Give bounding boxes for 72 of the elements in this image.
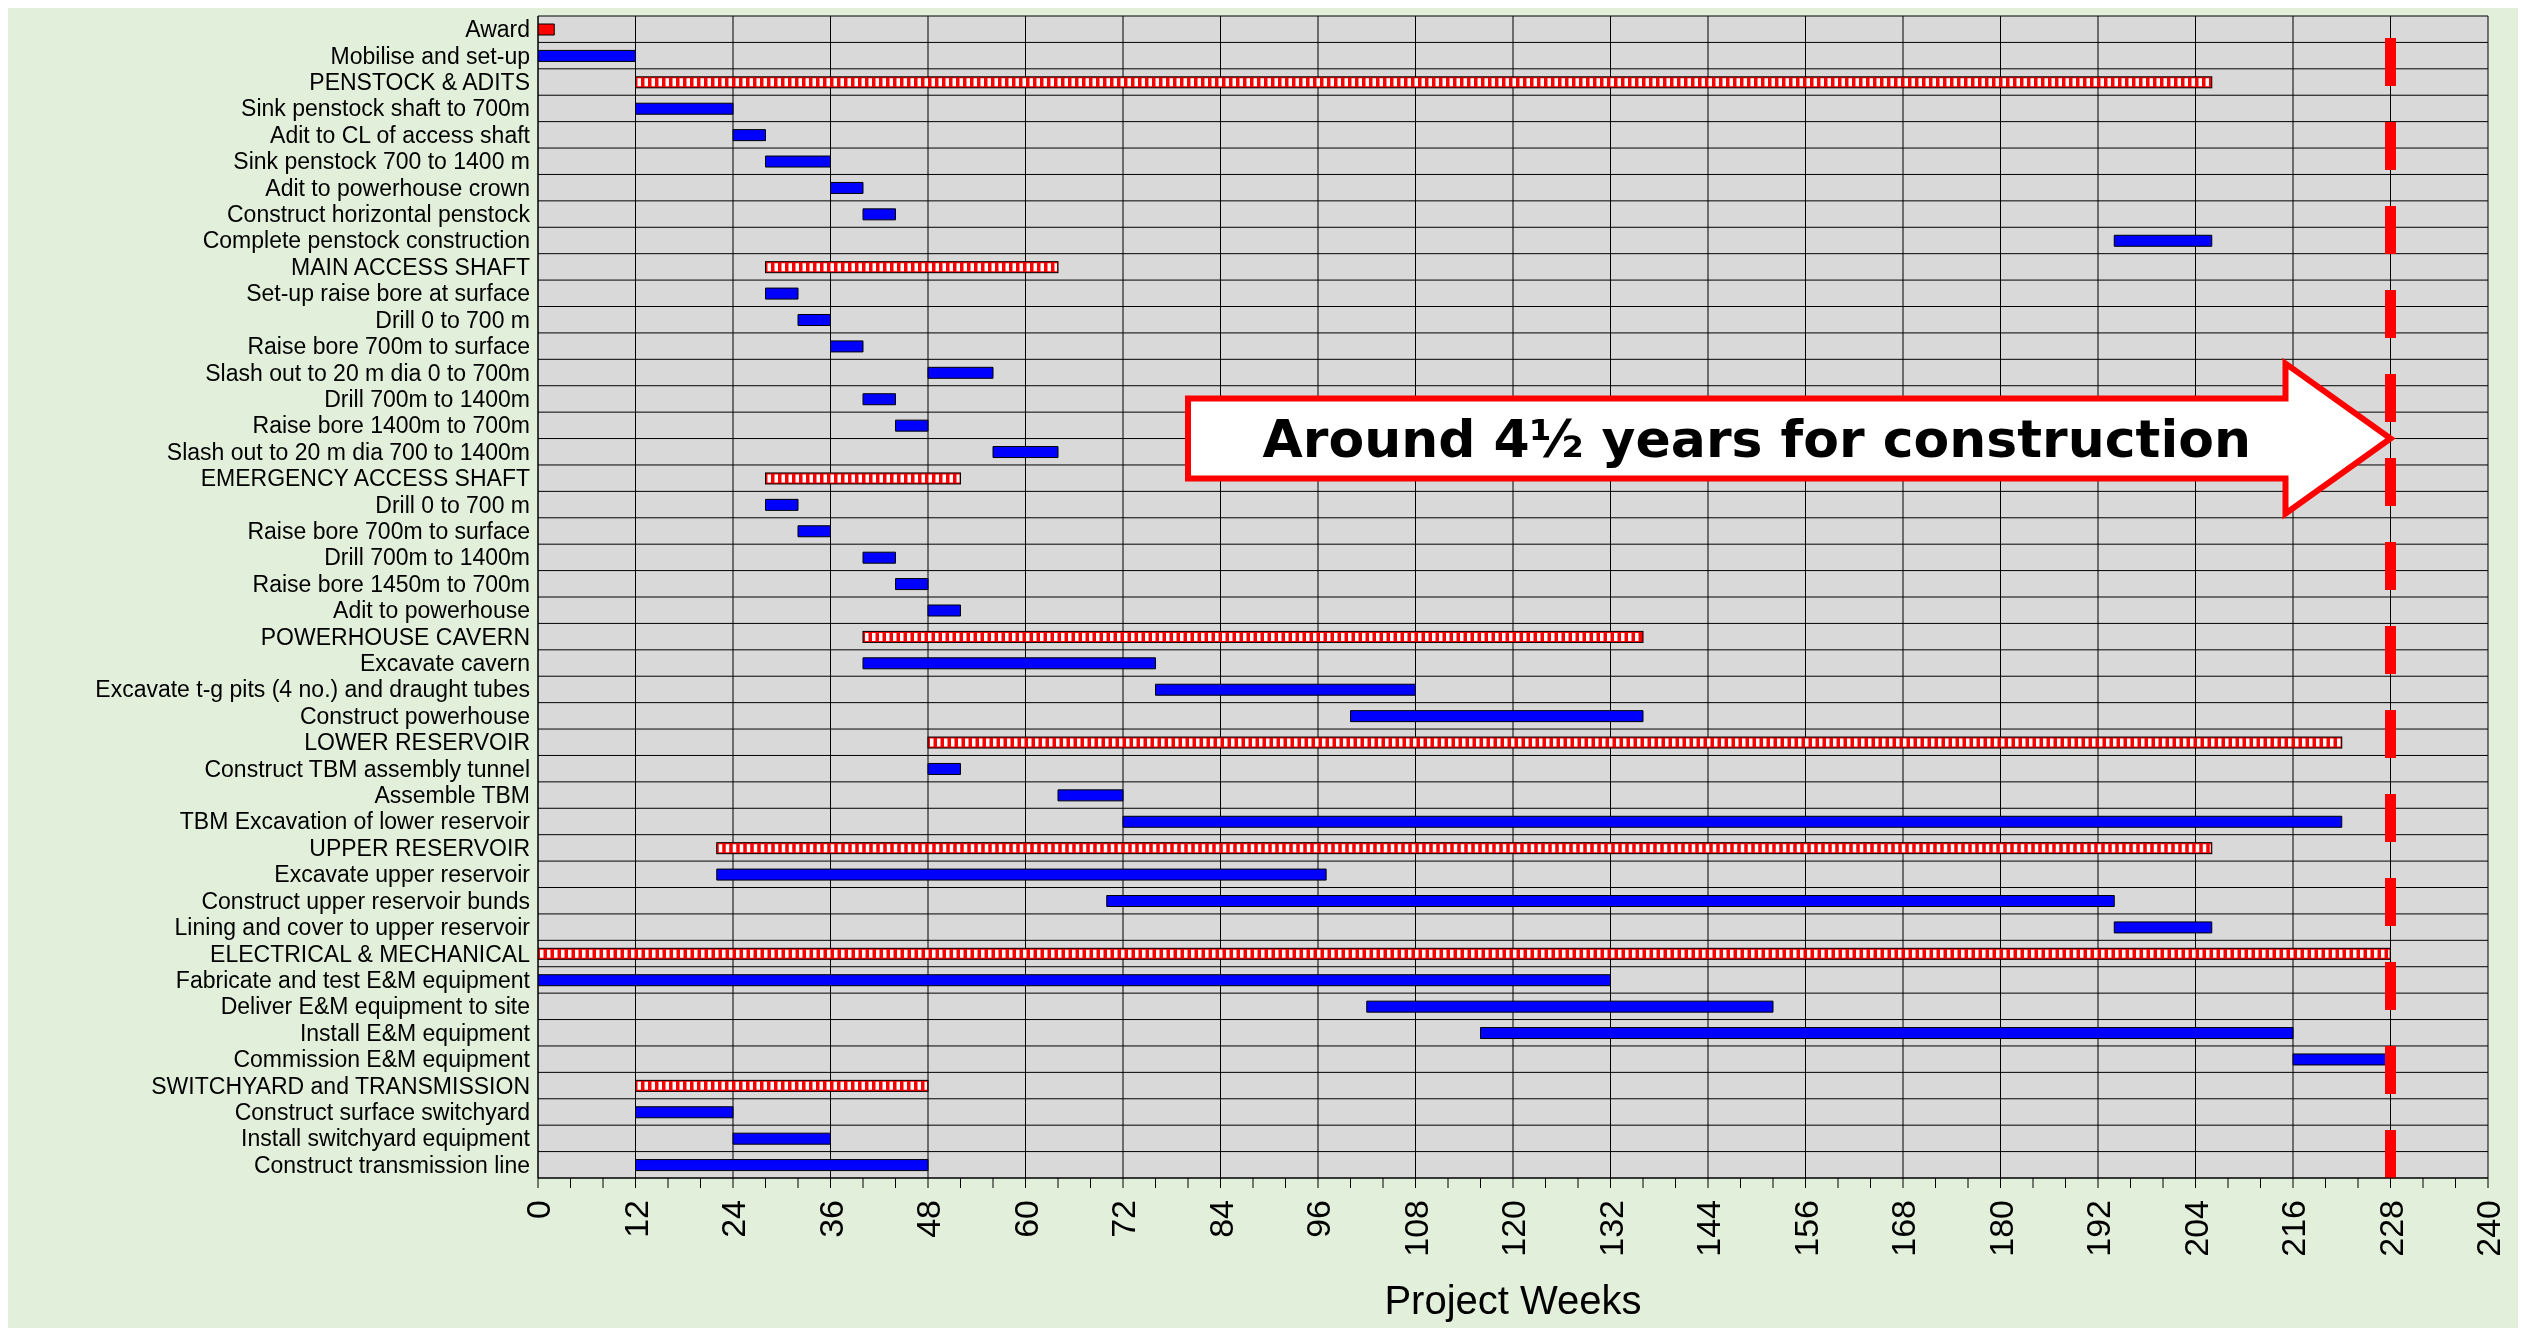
y-tick-label: Drill 700m to 1400m [324,544,530,571]
bar [862,551,896,564]
bar [765,287,799,300]
x-tick-label: 168 [1884,1200,1922,1257]
y-tick-label: Excavate t-g pits (4 no.) and draught tubes [95,676,530,703]
y-tick-label: Sink penstock 700 to 1400 m [233,148,530,175]
y-tick-label: MAIN ACCESS SHAFT [291,253,530,280]
y-tick-label: Fabricate and test E&M equipment [175,966,531,993]
x-tick-label: 60 [1006,1200,1045,1238]
y-tick-label: Construct upper reservoir bunds [201,887,530,914]
x-tick-label: 192 [2079,1200,2117,1257]
y-tick-label: Slash out to 20 m dia 0 to 700m [205,359,530,386]
y-tick-label: POWERHOUSE CAVERN [260,623,530,650]
y-tick-label: Raise bore 700m to surface [247,333,530,360]
y-tick-label: Drill 0 to 700 m [375,306,530,333]
y-tick-label: UPPER RESERVOIR [309,834,530,861]
y-tick-label: Install switchyard equipment [241,1125,531,1152]
annotation: Around 4½ years for construction [1262,408,2251,469]
x-tick-label: 84 [1201,1200,1240,1238]
y-tick-label: Assemble TBM [374,782,530,809]
x-tick-label: 72 [1104,1200,1142,1238]
y-tick-label: Slash out to 20 m dia 700 to 1400m [166,438,530,465]
y-tick-label: TBM Excavation of lower reservoir [179,808,531,835]
x-tick-label: 228 [2371,1200,2410,1257]
y-tick-label: Construct powerhouse [299,702,530,729]
y-tick-label: Raise bore 1400m to 700m [252,412,530,439]
x-tick-label: 0 [519,1200,557,1219]
y-tick-label: Construct TBM assembly tunnel [204,755,530,782]
x-tick-label: 12 [616,1200,655,1238]
x-tick-label: 96 [1299,1200,1337,1238]
x-tick-label: 24 [714,1200,752,1238]
y-tick-label: Excavate upper reservoir [274,861,531,888]
y-tick-label: Complete penstock construction [202,227,530,254]
x-tick-label: 48 [909,1200,947,1238]
y-tick-label: Sink penstock shaft to 700m [241,95,530,122]
y-tick-label: Adit to powerhouse [333,597,530,624]
y-tick-label: Award [465,16,530,43]
bar [862,208,896,221]
bar [862,393,896,406]
y-tick-label: Construct surface switchyard [234,1098,530,1125]
y-tick-label: Set-up raise bore at surface [246,280,530,307]
y-tick-label: Lining and cover to upper reservoir [174,914,531,941]
y-tick-label: Drill 700m to 1400m [324,385,530,412]
x-tick-label: 156 [1786,1200,1825,1257]
y-tick-label: LOWER RESERVOIR [304,729,530,756]
x-tick-label: 36 [811,1200,850,1238]
x-tick-label: 144 [1689,1200,1727,1257]
y-tick-label: Commission E&M equipment [233,1046,531,1073]
y-tick-label: ELECTRICAL & MECHANICAL [210,940,531,967]
y-tick-label: Construct transmission line [253,1151,530,1178]
x-tick-label: 180 [1981,1200,2020,1257]
x-tick-label: 240 [2469,1200,2507,1257]
y-tick-label: SWITCHYARD and TRANSMISSION [151,1072,530,1099]
y-tick-label: Mobilise and set-up [330,42,530,69]
y-tick-label: Drill 0 to 700 m [375,491,530,518]
y-tick-label: EMERGENCY ACCESS SHAFT [200,465,530,492]
y-tick-label: PENSTOCK & ADITS [309,69,530,96]
x-tick-label: 108 [1396,1200,1435,1257]
x-tick-label: 216 [2274,1200,2312,1257]
bar [765,498,799,511]
x-tick-label: 120 [1494,1200,1532,1257]
y-tick-label: Adit to powerhouse crown [265,174,530,201]
y-tick-label: Adit to CL of access shaft [270,121,531,148]
y-tick-label: Install E&M equipment [299,1019,531,1046]
y-tick-label: Deliver E&M equipment to site [220,993,530,1020]
x-tick-label: 132 [1591,1200,1630,1257]
y-tick-label: Construct horizontal penstock [227,201,531,228]
x-tick-label: 204 [2176,1200,2215,1257]
y-tick-label: Excavate cavern [359,650,530,677]
y-tick-label: Raise bore 700m to surface [247,517,530,544]
y-tick-label: Raise bore 1450m to 700m [252,570,530,597]
x-axis-title: Project Weeks [1384,1278,1642,1322]
